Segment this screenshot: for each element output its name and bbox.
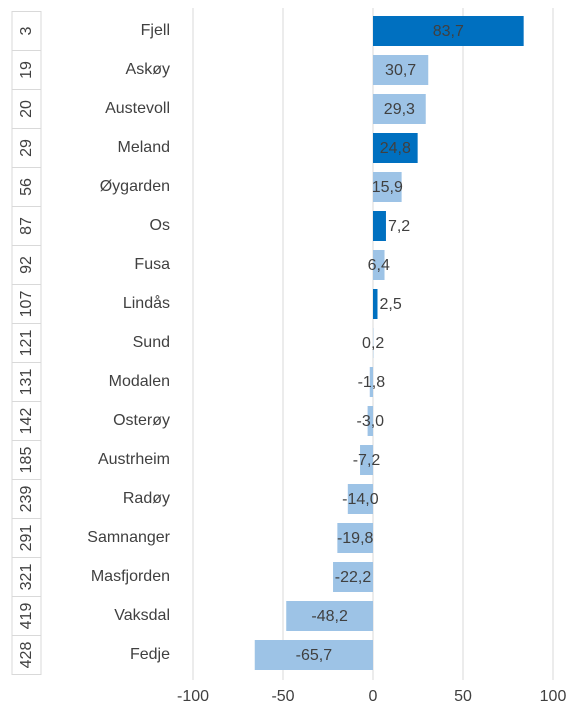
rank-label: 142 [18,408,35,435]
data-label: -14,0 [342,491,379,508]
bar [254,640,373,670]
category-label: Fedje [130,646,170,663]
rank-label: 131 [18,369,35,396]
rank-label: 185 [18,447,35,474]
bar [373,211,386,241]
bar [373,94,426,124]
rank-label: 428 [18,642,35,669]
data-label: -3,0 [357,413,385,430]
category-label: Modalen [109,373,170,390]
category-label: Austevoll [105,100,170,117]
rank-label: 19 [18,61,35,79]
x-tick-label: 50 [454,688,472,705]
data-label: 29,3 [384,101,415,118]
bar [369,367,373,397]
data-label: 0,2 [362,335,384,352]
bar [373,289,378,319]
data-label: 83,7 [433,23,464,40]
bar [373,133,418,163]
data-label: 15,9 [372,179,403,196]
data-label: -7,2 [353,452,381,469]
rank-column [11,11,42,675]
bar [333,562,373,592]
category-label: Sund [133,334,170,351]
data-label: -48,2 [311,608,348,625]
bar [373,250,385,280]
x-tick-label: -50 [271,688,294,705]
category-label: Askøy [126,61,170,78]
category-label: Meland [118,139,170,156]
category-label: Radøy [123,490,170,507]
data-label: -1,8 [358,374,386,391]
rank-label: 56 [18,178,35,196]
category-label: Vaksdal [114,607,170,624]
category-label: Fjell [141,22,170,39]
data-label: -22,2 [335,569,372,586]
bar [360,445,373,475]
data-label: -19,8 [337,530,374,547]
data-label: -65,7 [296,647,333,664]
x-tick-label: 100 [540,688,567,705]
category-label: Samnanger [87,529,170,546]
bar [367,406,373,436]
rank-label: 321 [18,564,35,591]
bar [373,172,402,202]
rank-label: 92 [18,256,35,274]
data-label: 2,5 [380,296,402,313]
category-label: Lindås [123,294,170,312]
bar [337,523,373,553]
bar [373,55,429,85]
category-label: Austrheim [98,451,170,468]
rank-label: 29 [18,139,35,157]
data-label: 24,8 [380,140,411,157]
data-label: 6,4 [368,257,390,274]
category-label: Os [150,217,170,234]
rank-label: 419 [18,603,35,630]
category-label: Fusa [134,256,170,273]
x-tick-label: 0 [369,688,378,705]
data-label: 7,2 [388,218,410,235]
category-label: Øygarden [100,178,170,195]
rank-label: 87 [18,217,35,235]
category-label: Osterøy [113,412,170,429]
rank-label: 107 [18,291,35,318]
rank-label: 239 [18,486,35,513]
category-label: Masfjorden [91,568,170,585]
rank-label: 20 [18,100,35,118]
bar [347,484,373,514]
x-tick-label: -100 [177,688,209,705]
rank-label: 3 [18,26,35,35]
bar [373,16,524,46]
rank-label: 121 [18,330,35,357]
rank-label: 291 [18,525,35,552]
bar [286,601,373,631]
data-label: 30,7 [385,62,416,79]
